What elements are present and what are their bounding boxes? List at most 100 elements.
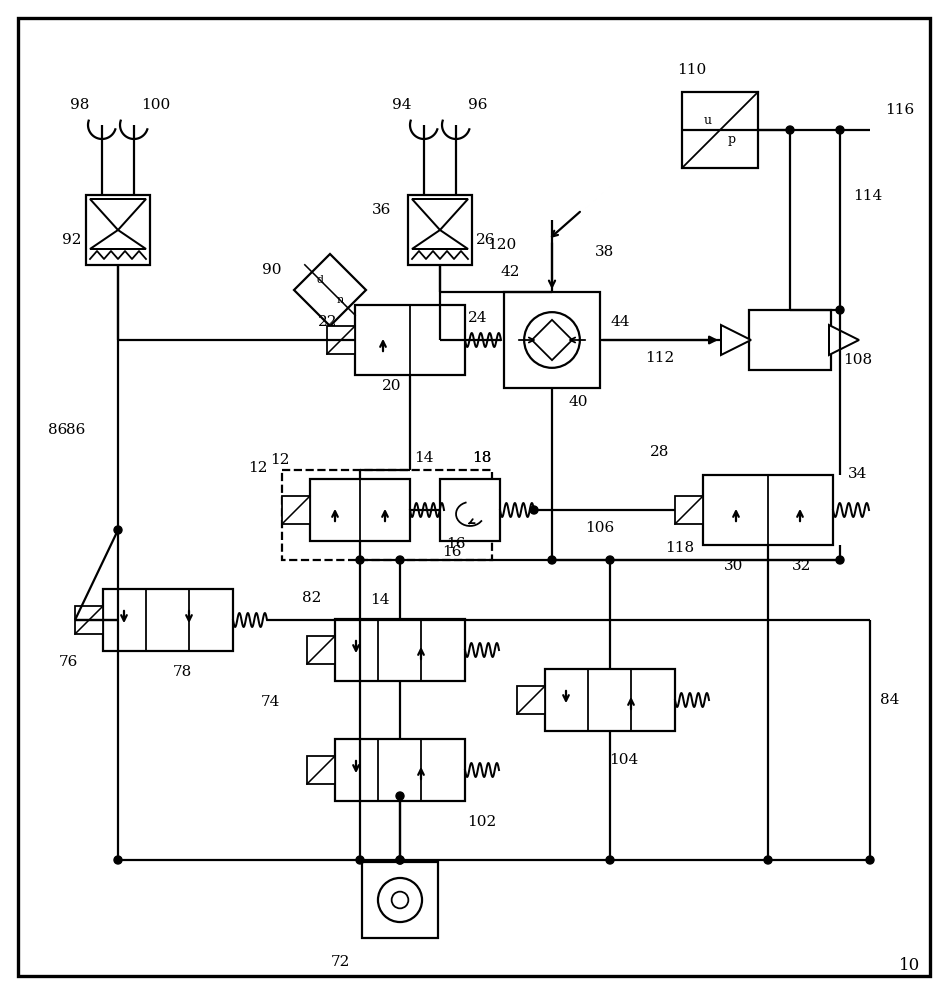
- Circle shape: [866, 856, 874, 864]
- Text: 22: 22: [318, 315, 338, 329]
- Bar: [517, 686, 545, 714]
- Circle shape: [396, 556, 404, 564]
- Bar: [75, 606, 103, 634]
- Text: 86: 86: [67, 423, 86, 437]
- Text: 92: 92: [62, 233, 82, 247]
- Bar: [327, 326, 355, 354]
- Circle shape: [396, 856, 404, 864]
- Circle shape: [836, 126, 844, 134]
- Text: 38: 38: [594, 245, 614, 259]
- Bar: [362, 862, 438, 938]
- Text: 104: 104: [609, 753, 639, 767]
- Bar: [86, 195, 150, 265]
- Bar: [675, 496, 703, 524]
- Text: 102: 102: [467, 815, 497, 829]
- Polygon shape: [721, 325, 751, 355]
- Bar: [335, 739, 465, 801]
- Circle shape: [606, 556, 614, 564]
- Text: n: n: [336, 295, 344, 305]
- Circle shape: [606, 856, 614, 864]
- Text: 12: 12: [270, 453, 289, 467]
- Circle shape: [525, 312, 580, 368]
- Text: 118: 118: [665, 541, 695, 555]
- Text: 12: 12: [248, 461, 268, 475]
- Text: 96: 96: [468, 98, 487, 112]
- Text: 116: 116: [885, 103, 915, 117]
- Text: 16: 16: [446, 537, 466, 551]
- Bar: [408, 195, 472, 265]
- Text: 14: 14: [370, 593, 389, 607]
- Text: 40: 40: [568, 395, 587, 409]
- Bar: [307, 756, 335, 784]
- Text: 32: 32: [792, 559, 812, 573]
- Circle shape: [764, 856, 772, 864]
- Bar: [310, 479, 410, 541]
- Text: 112: 112: [645, 351, 675, 365]
- Circle shape: [548, 556, 556, 564]
- Text: 100: 100: [142, 98, 170, 112]
- Text: 44: 44: [610, 315, 630, 329]
- Text: 18: 18: [472, 451, 491, 465]
- Text: 78: 78: [172, 665, 191, 679]
- Bar: [703, 475, 833, 545]
- Text: 98: 98: [70, 98, 89, 112]
- Bar: [103, 589, 233, 651]
- Bar: [545, 669, 675, 731]
- Text: 94: 94: [392, 98, 412, 112]
- Bar: [282, 496, 310, 524]
- Bar: [504, 292, 600, 388]
- Text: 76: 76: [58, 655, 78, 669]
- Bar: [335, 619, 465, 681]
- Text: 36: 36: [372, 203, 391, 217]
- Text: 108: 108: [843, 353, 873, 367]
- Text: 106: 106: [585, 521, 615, 535]
- Circle shape: [391, 892, 408, 908]
- Text: 72: 72: [330, 955, 349, 969]
- Circle shape: [530, 506, 538, 514]
- Text: 28: 28: [650, 445, 669, 459]
- Text: 86: 86: [49, 423, 68, 437]
- Circle shape: [786, 126, 794, 134]
- Text: 10: 10: [900, 958, 921, 974]
- Circle shape: [114, 526, 122, 534]
- Circle shape: [836, 306, 844, 314]
- Text: 84: 84: [881, 693, 900, 707]
- Text: u: u: [704, 113, 712, 126]
- Polygon shape: [532, 320, 572, 360]
- Text: 82: 82: [303, 591, 322, 605]
- Bar: [307, 636, 335, 664]
- Text: d: d: [316, 275, 324, 285]
- Polygon shape: [294, 254, 366, 326]
- Polygon shape: [829, 325, 859, 355]
- Circle shape: [396, 792, 404, 800]
- Text: 16: 16: [443, 545, 462, 559]
- Circle shape: [356, 856, 364, 864]
- Text: 114: 114: [853, 189, 883, 203]
- Text: 74: 74: [260, 695, 280, 709]
- Text: 110: 110: [678, 63, 706, 77]
- Polygon shape: [412, 199, 468, 230]
- Text: 34: 34: [848, 467, 867, 481]
- Circle shape: [114, 856, 122, 864]
- Bar: [440, 479, 500, 541]
- Bar: [682, 92, 758, 168]
- Text: 26: 26: [476, 233, 496, 247]
- Circle shape: [356, 556, 364, 564]
- Text: 42: 42: [500, 265, 520, 279]
- Circle shape: [396, 856, 404, 864]
- Polygon shape: [90, 230, 146, 249]
- Text: 120: 120: [487, 238, 517, 252]
- Bar: [355, 305, 465, 375]
- Bar: [282, 470, 492, 560]
- Text: p: p: [728, 133, 736, 146]
- Text: 18: 18: [472, 451, 491, 465]
- Polygon shape: [90, 199, 146, 230]
- Circle shape: [542, 329, 563, 351]
- Polygon shape: [412, 230, 468, 249]
- Text: 30: 30: [724, 559, 744, 573]
- Bar: [749, 310, 831, 370]
- Circle shape: [836, 556, 844, 564]
- Text: 24: 24: [468, 311, 487, 325]
- Text: 90: 90: [262, 263, 282, 277]
- Text: 14: 14: [414, 451, 434, 465]
